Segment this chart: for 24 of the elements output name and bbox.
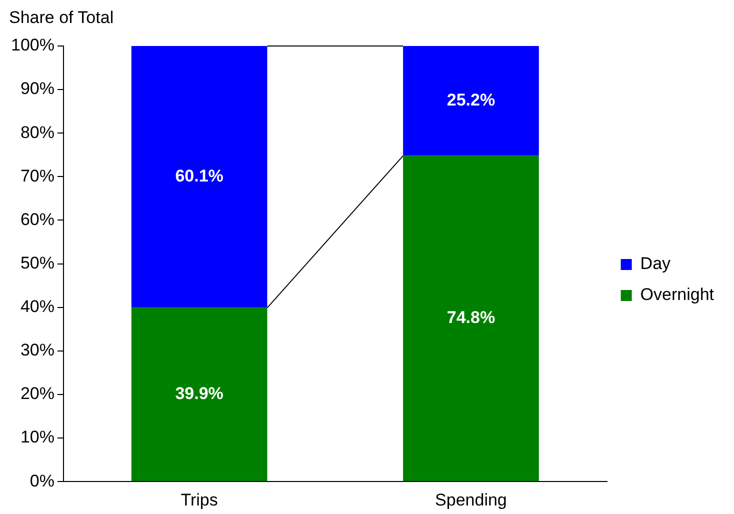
- data-label: 39.9%: [175, 384, 224, 404]
- bar: [131, 308, 268, 482]
- y-tick-label: 90%: [20, 79, 54, 98]
- data-label: 25.2%: [446, 90, 496, 110]
- bar: [403, 156, 539, 482]
- y-tick-label: 20%: [20, 384, 54, 404]
- y-tick-label: 40%: [20, 297, 54, 316]
- y-tick-label: 70%: [20, 166, 54, 186]
- bar: [403, 46, 539, 156]
- legend-label: Day: [640, 254, 672, 274]
- y-tick-label: 0%: [30, 471, 54, 490]
- legend-label: Overnight: [640, 285, 714, 304]
- x-tick-label: Spending: [435, 490, 507, 510]
- y-tick-label: 60%: [20, 210, 54, 229]
- y-tick-label: 30%: [20, 340, 54, 360]
- y-tick-label: 80%: [20, 122, 54, 142]
- bar: [131, 46, 268, 308]
- y-tick-label: 10%: [20, 428, 54, 447]
- y-tick-label: 50%: [20, 253, 54, 272]
- y-tick-label: 100%: [10, 36, 54, 55]
- x-tick-label: Trips: [180, 490, 218, 510]
- data-label: 74.8%: [446, 308, 496, 328]
- data-label: 60.1%: [175, 166, 224, 186]
- y-axis-title: Share of Total: [9, 8, 114, 28]
